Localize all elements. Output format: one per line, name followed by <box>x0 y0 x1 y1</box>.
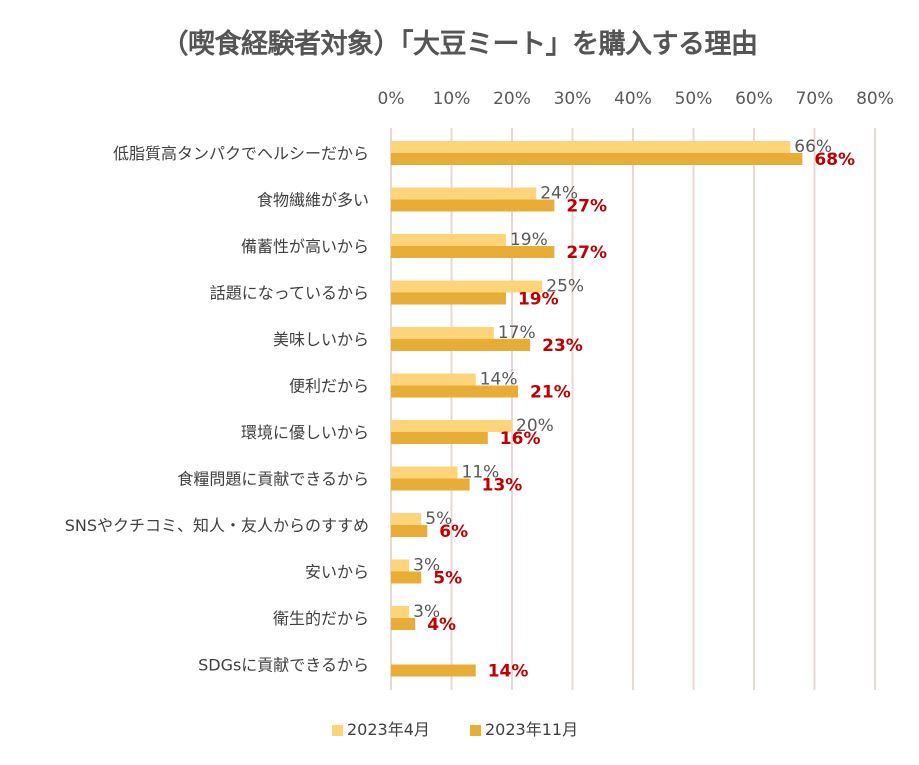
bar-2023-apr <box>391 187 537 200</box>
bar-2023-nov <box>391 432 488 444</box>
bar-2023-nov <box>391 153 803 165</box>
data-label-2023-nov: 4% <box>427 615 456 635</box>
bar-2023-apr <box>391 327 494 339</box>
category-label: 美味しいから <box>273 330 369 349</box>
data-label-2023-nov: 21% <box>530 383 571 403</box>
bar-2023-apr <box>391 280 543 293</box>
data-label-2023-nov: 5% <box>433 569 462 589</box>
data-label-2023-nov: 27% <box>566 243 607 263</box>
category-label: 衛生的だから <box>273 609 369 628</box>
data-label-2023-apr: 5% <box>425 509 452 529</box>
bar-2023-apr <box>391 466 458 479</box>
legend: 2023年4月 2023年11月 <box>332 720 578 739</box>
bar-2023-apr <box>391 141 791 153</box>
x-tick-label: 20% <box>493 89 531 109</box>
category-label: 低脂質高タンパクでヘルシーだから <box>113 144 369 163</box>
category-label: 環境に優しいから <box>241 423 369 442</box>
x-axis-ticks: 0% 10% 20% 30% 40% 50% 60% 70% 80% <box>378 89 894 109</box>
data-label-2023-nov: 13% <box>482 476 523 496</box>
legend-swatch <box>470 725 481 736</box>
chart-title: （喫食経験者対象）「大豆ミート」を購入する理由 <box>161 29 759 60</box>
bars <box>391 141 803 677</box>
category-label: 安いから <box>305 563 369 582</box>
data-label-2023-apr: 19% <box>510 230 548 250</box>
data-label-2023-apr: 3% <box>413 602 440 622</box>
bar-2023-apr <box>391 513 422 525</box>
category-label: 話題になっているから <box>210 284 369 303</box>
bar-2023-nov <box>391 292 506 305</box>
bar-2023-apr <box>391 420 512 432</box>
bar-2023-nov <box>391 199 555 212</box>
category-label: 備蓄性が高いから <box>241 237 369 256</box>
data-label-2023-nov: 27% <box>566 197 607 217</box>
data-label-2023-apr: 17% <box>498 323 536 343</box>
bar-2023-nov <box>391 618 416 630</box>
bar-2023-nov <box>391 339 531 351</box>
data-label-2023-nov: 6% <box>439 522 468 542</box>
x-tick-label: 80% <box>856 89 894 109</box>
category-label: SDGsに貢献できるから <box>198 656 369 675</box>
category-labels: 低脂質高タンパクでヘルシーだから食物繊維が多い備蓄性が高いから話題になっているか… <box>65 144 369 675</box>
bar-2023-nov <box>391 571 422 584</box>
data-label-2023-apr: 24% <box>540 184 578 204</box>
x-tick-label: 30% <box>554 89 592 109</box>
data-label-2023-apr: 11% <box>462 463 500 483</box>
x-tick-label: 70% <box>796 89 834 109</box>
x-tick-label: 50% <box>675 89 713 109</box>
data-label-2023-nov: 68% <box>814 150 855 170</box>
data-label-2023-apr: 20% <box>516 416 554 436</box>
x-tick-label: 40% <box>614 89 652 109</box>
data-label-2023-apr: 66% <box>794 137 832 157</box>
category-label: SNSやクチコミ、知人・友人からのすすめ <box>65 516 369 535</box>
data-label-2023-apr: 25% <box>546 277 584 297</box>
legend-swatch <box>332 725 343 736</box>
data-label-2023-apr: 3% <box>413 556 440 576</box>
category-label: 食糧問題に貢献できるから <box>177 470 369 489</box>
x-tick-label: 0% <box>378 89 405 109</box>
category-label: 食物繊維が多い <box>257 191 369 210</box>
data-label-2023-nov: 23% <box>542 336 583 356</box>
gridlines <box>390 128 876 690</box>
x-tick-label: 60% <box>735 89 773 109</box>
data-label-2023-nov: 19% <box>518 290 559 310</box>
legend-label: 2023年4月 <box>347 720 430 739</box>
bar-2023-nov <box>391 664 476 677</box>
bar-2023-apr <box>391 559 410 572</box>
legend-label: 2023年11月 <box>485 720 578 739</box>
bar-2023-apr <box>391 234 506 246</box>
data-label-2023-apr: 14% <box>480 370 518 390</box>
x-tick-label: 10% <box>433 89 471 109</box>
bar-2023-nov <box>391 525 428 537</box>
bar-2023-apr <box>391 606 410 618</box>
bar-2023-nov <box>391 478 470 491</box>
bar-2023-apr <box>391 373 476 386</box>
data-label-2023-nov: 14% <box>488 662 529 682</box>
bar-2023-nov <box>391 385 519 398</box>
bar-2023-nov <box>391 246 555 258</box>
data-label-2023-nov: 16% <box>500 429 541 449</box>
category-label: 便利だから <box>289 377 369 396</box>
data-labels: 66%68%24%27%19%27%25%19%17%23%14%21%20%1… <box>413 137 855 682</box>
